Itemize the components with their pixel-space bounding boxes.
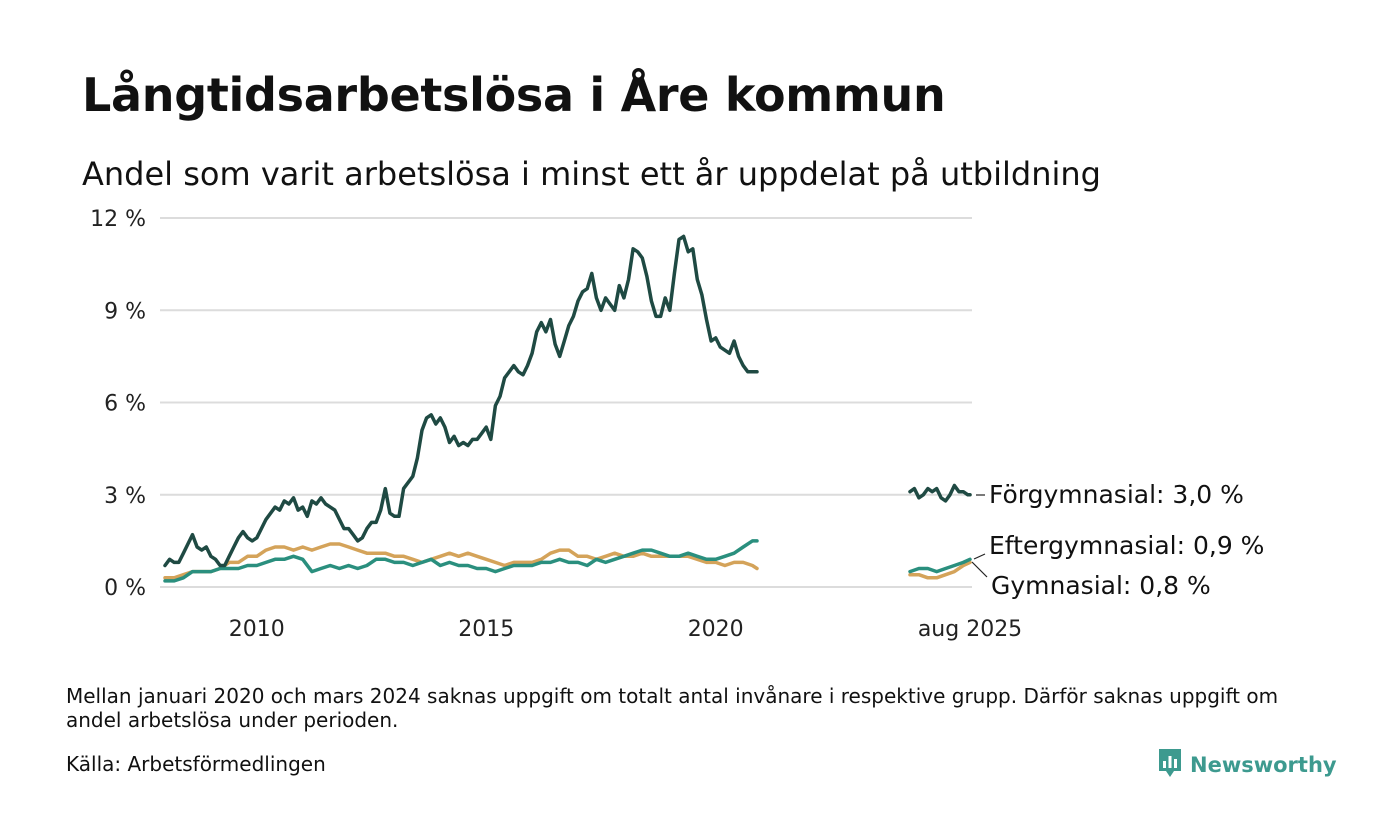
newsworthy-brand: Newsworthy bbox=[1158, 748, 1337, 782]
line-chart: 0 % 3 % 6 % 9 % 12 % 2010 2015 2020 aug 2025 Fö… bbox=[90, 207, 1264, 642]
chart-title: Långtidsarbetslösa i Åre kommun bbox=[82, 68, 946, 122]
x-tick-label: 2010 bbox=[229, 617, 285, 642]
y-tick-label: 9 % bbox=[104, 299, 146, 324]
y-tick-label: 12 % bbox=[90, 207, 146, 232]
series-labels: Förgymnasial: 3,0 % Eftergymnasial: 0,9 %… bbox=[971, 480, 1264, 600]
chart-subtitle: Andel som varit arbetslösa i minst ett å… bbox=[82, 155, 1101, 193]
series-label-gymnasial: Gymnasial: 0,8 % bbox=[991, 571, 1211, 600]
y-tick-label: 6 % bbox=[104, 392, 146, 417]
footnote: Mellan januari 2020 och mars 2024 saknas… bbox=[66, 684, 1279, 732]
series-label-eftergymnasial: Eftergymnasial: 0,9 % bbox=[989, 531, 1264, 560]
newsworthy-logo-icon bbox=[1158, 748, 1182, 782]
series-line-förgymnasial bbox=[908, 483, 972, 503]
y-tick-label: 0 % bbox=[104, 576, 146, 601]
brand-name: Newsworthy bbox=[1190, 753, 1337, 777]
series-line-förgymnasial bbox=[163, 234, 759, 568]
chart-lines bbox=[163, 234, 972, 583]
label-leader-line bbox=[971, 561, 988, 578]
series-line-eftergymnasial bbox=[908, 557, 972, 574]
chart-grid bbox=[160, 217, 972, 588]
source-credit: Källa: Arbetsförmedlingen bbox=[66, 752, 326, 776]
series-line-gymnasial bbox=[908, 560, 972, 580]
y-tick-label: 3 % bbox=[104, 484, 146, 509]
x-axis: 2010 2015 2020 aug 2025 bbox=[229, 617, 1022, 642]
series-line-eftergymnasial bbox=[163, 539, 759, 583]
x-end-label: aug 2025 bbox=[918, 617, 1022, 642]
y-axis: 0 % 3 % 6 % 9 % 12 % bbox=[90, 207, 146, 601]
series-label-förgymnasial: Förgymnasial: 3,0 % bbox=[989, 480, 1244, 509]
label-leader-line bbox=[973, 553, 986, 560]
x-tick-label: 2015 bbox=[458, 617, 514, 642]
series-line-gymnasial bbox=[163, 542, 759, 580]
x-tick-label: 2020 bbox=[688, 617, 744, 642]
